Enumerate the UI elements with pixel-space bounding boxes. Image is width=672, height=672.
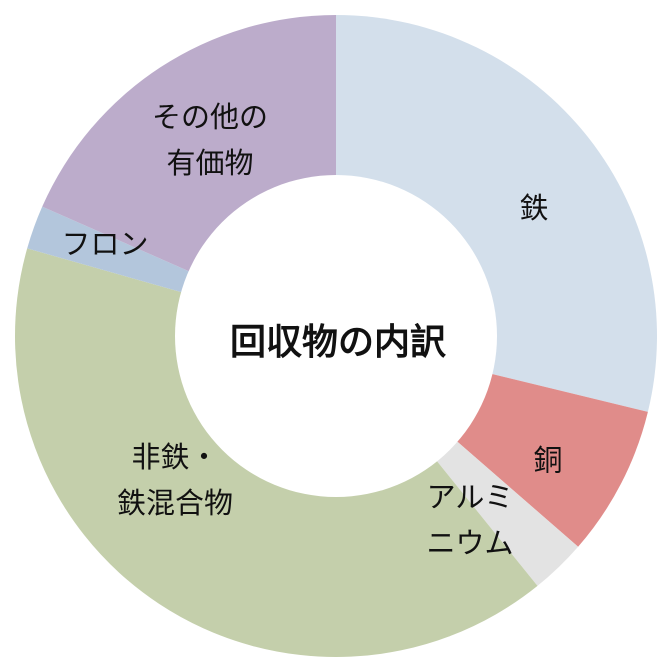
slice-label-3: 非鉄・鉄混合物 <box>117 440 233 520</box>
slice-label-0: 鉄 <box>519 191 548 225</box>
chart-title: 回収物の内訳 <box>230 322 447 363</box>
slice-label-5: その他の有価物 <box>152 100 268 180</box>
slice-label-1: 銅 <box>533 443 562 477</box>
donut-hole <box>175 175 497 497</box>
slice-label-2: アルミニウム <box>426 480 513 560</box>
slice-label-4: フロン <box>61 227 148 261</box>
